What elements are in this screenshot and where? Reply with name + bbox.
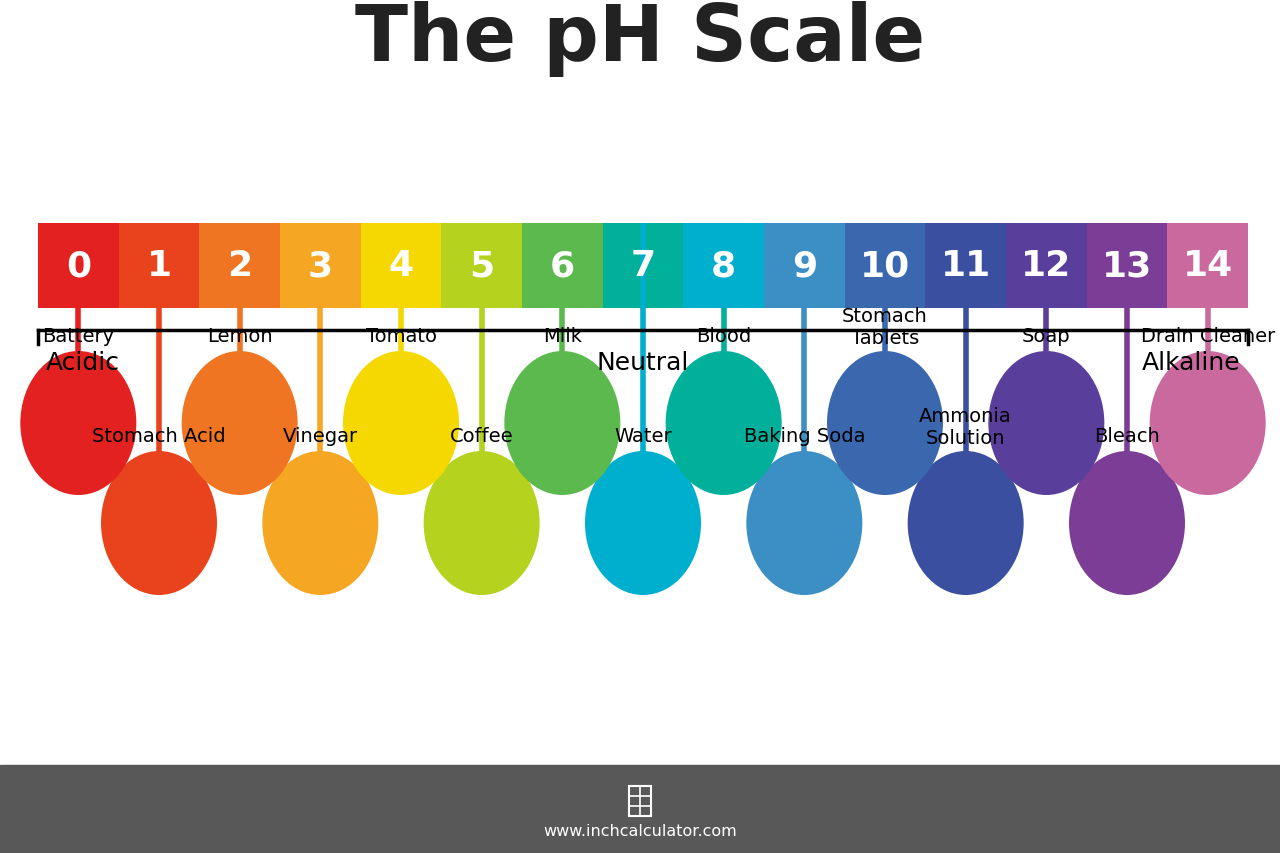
Bar xyxy=(361,223,442,309)
Ellipse shape xyxy=(504,351,621,496)
Text: Vinegar: Vinegar xyxy=(283,426,358,445)
Bar xyxy=(684,223,764,309)
Ellipse shape xyxy=(988,351,1105,496)
Text: Bleach: Bleach xyxy=(1094,426,1160,445)
Bar xyxy=(764,223,845,309)
Bar xyxy=(628,786,652,816)
Text: 2: 2 xyxy=(227,249,252,283)
Bar xyxy=(603,223,684,309)
Text: Blood: Blood xyxy=(696,327,751,345)
Bar xyxy=(1087,223,1167,309)
Text: Lemon: Lemon xyxy=(207,327,273,345)
Ellipse shape xyxy=(262,451,379,595)
Text: Milk: Milk xyxy=(543,327,582,345)
Ellipse shape xyxy=(343,351,460,496)
Text: Battery: Battery xyxy=(42,327,114,345)
Ellipse shape xyxy=(1069,451,1185,595)
Bar xyxy=(0,765,1280,853)
Ellipse shape xyxy=(746,451,863,595)
Text: Neutral: Neutral xyxy=(596,351,689,374)
Text: Alkaline: Alkaline xyxy=(1142,351,1240,374)
Text: The pH Scale: The pH Scale xyxy=(355,1,925,77)
Bar xyxy=(1006,223,1087,309)
Ellipse shape xyxy=(182,351,298,496)
Text: Stomach Acid: Stomach Acid xyxy=(92,426,225,445)
Text: 0: 0 xyxy=(65,249,91,283)
Text: 11: 11 xyxy=(941,249,991,283)
Text: www.inchcalculator.com: www.inchcalculator.com xyxy=(543,823,737,838)
Ellipse shape xyxy=(20,351,137,496)
Text: 3: 3 xyxy=(307,249,333,283)
Bar xyxy=(1167,223,1248,309)
Text: 12: 12 xyxy=(1021,249,1071,283)
Text: Soap: Soap xyxy=(1021,327,1070,345)
Ellipse shape xyxy=(827,351,943,496)
Text: Drain Cleaner: Drain Cleaner xyxy=(1140,327,1275,345)
Text: Coffee: Coffee xyxy=(449,426,513,445)
Text: 13: 13 xyxy=(1102,249,1152,283)
Ellipse shape xyxy=(908,451,1024,595)
Bar xyxy=(522,223,603,309)
Text: 5: 5 xyxy=(468,249,494,283)
Bar xyxy=(200,223,280,309)
Text: Ammonia
Solution: Ammonia Solution xyxy=(919,407,1012,448)
Ellipse shape xyxy=(101,451,218,595)
Text: 10: 10 xyxy=(860,249,910,283)
Bar xyxy=(845,223,925,309)
Text: Acidic: Acidic xyxy=(46,351,120,374)
Ellipse shape xyxy=(1149,351,1266,496)
Text: Water: Water xyxy=(614,426,672,445)
Ellipse shape xyxy=(424,451,540,595)
Text: 7: 7 xyxy=(631,249,655,283)
Bar xyxy=(925,223,1006,309)
Text: Stomach
Tablets: Stomach Tablets xyxy=(842,306,928,347)
Bar xyxy=(119,223,200,309)
Bar xyxy=(38,223,119,309)
Text: 8: 8 xyxy=(712,249,736,283)
Text: 9: 9 xyxy=(792,249,817,283)
Text: Baking Soda: Baking Soda xyxy=(744,426,865,445)
Text: 6: 6 xyxy=(550,249,575,283)
Bar xyxy=(280,223,361,309)
Bar xyxy=(442,223,522,309)
Text: 4: 4 xyxy=(388,249,413,283)
Text: 1: 1 xyxy=(146,249,172,283)
Text: Tomato: Tomato xyxy=(366,327,436,345)
Ellipse shape xyxy=(585,451,701,595)
Text: 14: 14 xyxy=(1183,249,1233,283)
Ellipse shape xyxy=(666,351,782,496)
